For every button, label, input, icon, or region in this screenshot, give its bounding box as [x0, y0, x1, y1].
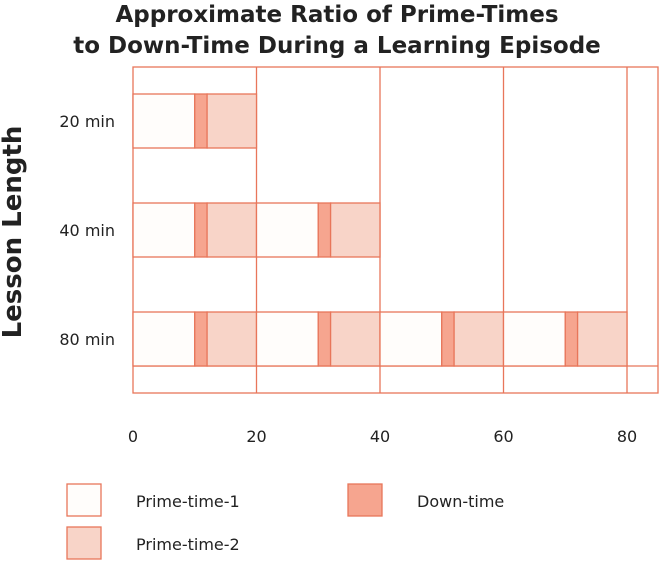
bar-1-period-1-down-time — [317, 202, 332, 258]
y-tick-label-1: 40 min — [59, 221, 115, 240]
bar-1-period-0-prime-time-1 — [132, 202, 196, 258]
bar-2-period-0-prime-time-1 — [132, 311, 196, 367]
y-tick-label-0: 20 min — [59, 112, 115, 131]
legend-label-1: Down-time — [417, 492, 504, 511]
bar-1-period-0-down-time — [194, 202, 208, 258]
bar-2-period-3-down-time — [564, 311, 579, 367]
bar-2-period-1-down-time — [317, 311, 332, 367]
bar-0-period-0-prime-time-1 — [132, 93, 196, 149]
bar-2-period-2-prime-time-1 — [379, 311, 443, 367]
bar-2-period-0-down-time — [194, 311, 208, 367]
legend: Prime-time-1 Down-time Prime-time-2 — [66, 483, 504, 560]
bar-0-period-0-down-time — [194, 93, 208, 149]
bar-0-period-0-prime-time-2 — [206, 93, 258, 149]
bar-1-period-0-prime-time-2 — [206, 202, 258, 258]
chart-title-line-1: Approximate Ratio of Prime-Times — [115, 2, 558, 28]
bar-2-period-1-prime-time-2 — [329, 311, 381, 367]
legend-swatch-2 — [66, 526, 102, 560]
x-tick-label-3: 60 — [493, 427, 513, 446]
legend-label-2: Prime-time-2 — [136, 535, 240, 554]
y-axis-label: Lesson Length — [0, 126, 28, 339]
legend-swatch-0 — [66, 483, 102, 517]
x-tick-label-4: 80 — [617, 427, 637, 446]
bar-1-period-1-prime-time-1 — [255, 202, 319, 258]
y-tick-label-2: 80 min — [59, 330, 115, 349]
legend-label-0: Prime-time-1 — [136, 492, 240, 511]
bar-2-period-3-prime-time-2 — [576, 311, 628, 367]
bar-2-period-2-down-time — [441, 311, 455, 367]
x-tick-label-1: 20 — [246, 427, 266, 446]
bar-2-period-3-prime-time-1 — [502, 311, 566, 367]
legend-swatch-1 — [347, 483, 383, 517]
x-tick-label-2: 40 — [370, 427, 390, 446]
plot-area: 20 min 40 min 80 min 0 20 40 60 80 — [59, 66, 659, 446]
bar-2-period-2-prime-time-2 — [453, 311, 505, 367]
x-tick-label-0: 0 — [128, 427, 138, 446]
bar-2-period-0-prime-time-2 — [206, 311, 258, 367]
bar-1-period-1-prime-time-2 — [329, 202, 381, 258]
bar-2-period-1-prime-time-1 — [255, 311, 319, 367]
chart-title-line-2: to Down-Time During a Learning Episode — [73, 33, 601, 59]
